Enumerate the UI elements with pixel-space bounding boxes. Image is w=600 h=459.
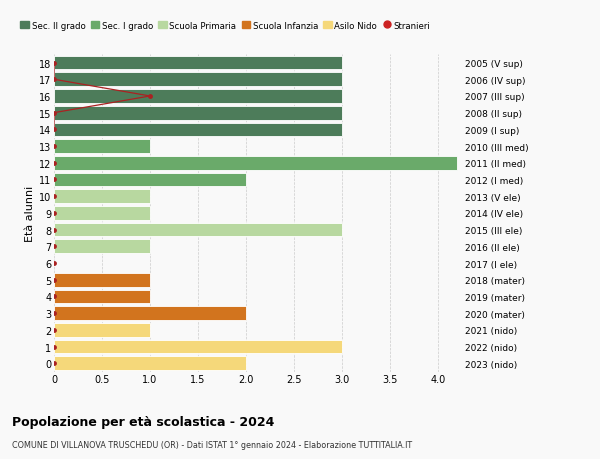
Text: Popolazione per età scolastica - 2024: Popolazione per età scolastica - 2024 [12,415,274,428]
Bar [54,273,150,287]
Bar [54,323,150,337]
Bar [54,56,342,70]
Bar [54,90,342,104]
Bar [54,240,150,254]
Bar [54,207,150,220]
Bar [54,340,342,353]
Bar [54,307,246,320]
Bar [54,290,150,303]
Bar [54,123,342,137]
Text: COMUNE DI VILLANOVA TRUSCHEDU (OR) - Dati ISTAT 1° gennaio 2024 - Elaborazione T: COMUNE DI VILLANOVA TRUSCHEDU (OR) - Dat… [12,440,412,449]
Bar [54,106,342,120]
Y-axis label: Anni di nascita: Anni di nascita [598,172,600,255]
Bar [54,357,246,370]
Bar [54,190,150,204]
Bar [54,173,246,187]
Y-axis label: Età alunni: Età alunni [25,185,35,241]
Bar [54,140,150,154]
Legend: Sec. II grado, Sec. I grado, Scuola Primaria, Scuola Infanzia, Asilo Nido, Stran: Sec. II grado, Sec. I grado, Scuola Prim… [17,18,434,34]
Bar [54,223,342,237]
Bar [54,73,342,87]
Bar [54,157,457,170]
